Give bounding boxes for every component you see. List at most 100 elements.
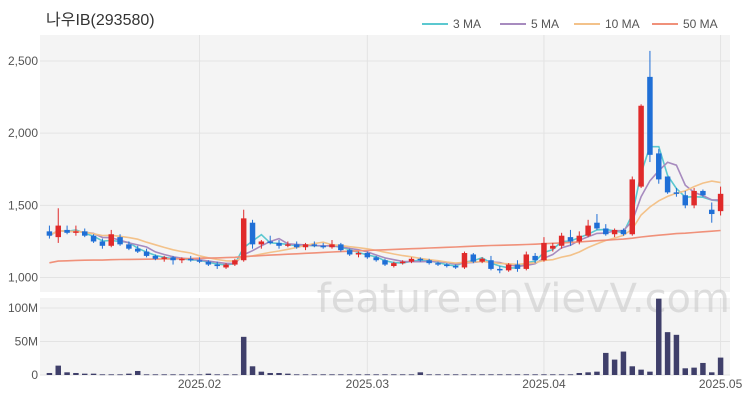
volume-bar — [673, 334, 680, 375]
volume-bar — [461, 374, 468, 376]
candle-body — [532, 255, 538, 261]
volume-bar — [638, 369, 644, 375]
candle — [611, 228, 618, 238]
candle — [505, 263, 512, 272]
volume-bar — [532, 374, 538, 376]
candle-body — [346, 250, 353, 255]
candle-body — [691, 190, 697, 206]
candle-body — [232, 260, 238, 265]
candle — [656, 149, 662, 184]
candle — [391, 261, 397, 268]
candle-body — [214, 264, 220, 267]
candle — [223, 263, 229, 269]
candle-body — [240, 218, 247, 261]
candle — [108, 229, 114, 248]
candle — [408, 257, 415, 264]
volume-bar — [373, 374, 379, 376]
date-tick-label: 2025.03 — [346, 377, 390, 391]
candle — [452, 264, 459, 269]
candle — [232, 258, 238, 267]
candle — [276, 240, 282, 249]
volume-bar — [541, 374, 547, 376]
candle-body — [64, 229, 70, 233]
candle — [700, 189, 706, 197]
candle-body — [664, 176, 671, 193]
candle — [205, 260, 212, 267]
volume-bar — [249, 366, 256, 375]
volume-bar — [700, 362, 706, 375]
candle-body — [417, 258, 424, 261]
candle-body — [391, 263, 397, 267]
candle-body — [629, 179, 636, 235]
volume-bar — [603, 352, 609, 375]
candle — [647, 50, 653, 163]
candle — [355, 251, 362, 258]
legend-item: 5 MA — [500, 17, 559, 31]
volume-bar — [276, 372, 282, 375]
volume-bar — [267, 372, 273, 375]
legend-item: 3 MA — [422, 17, 481, 31]
volume-bar — [355, 374, 362, 376]
candle-body — [73, 231, 79, 233]
candle-body — [285, 244, 291, 246]
candle — [126, 241, 132, 251]
candle — [302, 242, 309, 251]
candle — [717, 186, 724, 216]
candle-body — [46, 231, 53, 236]
volume-bar — [329, 374, 335, 376]
candle-body — [647, 76, 653, 155]
candle-body — [656, 153, 662, 180]
price-tick-label: 1,000 — [8, 271, 38, 285]
candle — [46, 225, 53, 239]
candle — [497, 266, 503, 274]
date-tick-label: 2025.04 — [522, 377, 566, 391]
candle-body — [523, 254, 530, 269]
volume-bar — [408, 374, 415, 376]
candle — [320, 242, 326, 249]
volume-bar — [417, 372, 424, 375]
legend-label: 10 MA — [605, 17, 640, 31]
candle — [399, 260, 406, 265]
candle-body — [108, 234, 114, 246]
volume-bar — [302, 374, 309, 376]
candle-body — [134, 248, 141, 252]
volume-bar — [585, 372, 591, 375]
candle-body — [382, 260, 388, 265]
candle — [90, 234, 97, 243]
candle-body — [170, 257, 176, 261]
volume-bar — [346, 374, 353, 376]
candle — [585, 219, 591, 238]
candle — [541, 237, 547, 262]
date-tick-label: 2025.05 — [699, 377, 743, 391]
candle — [293, 241, 300, 249]
volume-bar — [320, 374, 326, 376]
candle-body — [541, 242, 547, 261]
candle-body — [603, 228, 609, 235]
candle — [196, 257, 203, 264]
candle — [673, 188, 680, 197]
candle — [461, 251, 468, 269]
volume-bar — [143, 374, 150, 376]
volume-bar — [223, 374, 229, 376]
volume-bar — [664, 332, 671, 375]
date-tick-label: 2025.02 — [178, 377, 222, 391]
candle-body — [682, 195, 688, 206]
candle-body — [611, 229, 618, 235]
candle — [444, 263, 450, 268]
volume-bar — [152, 374, 159, 376]
candle-body — [364, 253, 371, 258]
candle-body — [205, 261, 212, 265]
candle — [161, 255, 167, 262]
candle-body — [126, 244, 132, 249]
candle-body — [99, 241, 106, 246]
volume-bar — [258, 371, 265, 375]
candle — [488, 255, 494, 271]
candle-body — [258, 241, 265, 245]
candle-body — [152, 255, 159, 259]
legend-label: 3 MA — [453, 17, 481, 31]
ma-line-5 — [48, 161, 721, 268]
candlesticks — [46, 50, 724, 274]
volume-bar — [426, 374, 432, 376]
candle — [514, 260, 521, 272]
volume-bar — [170, 374, 176, 376]
